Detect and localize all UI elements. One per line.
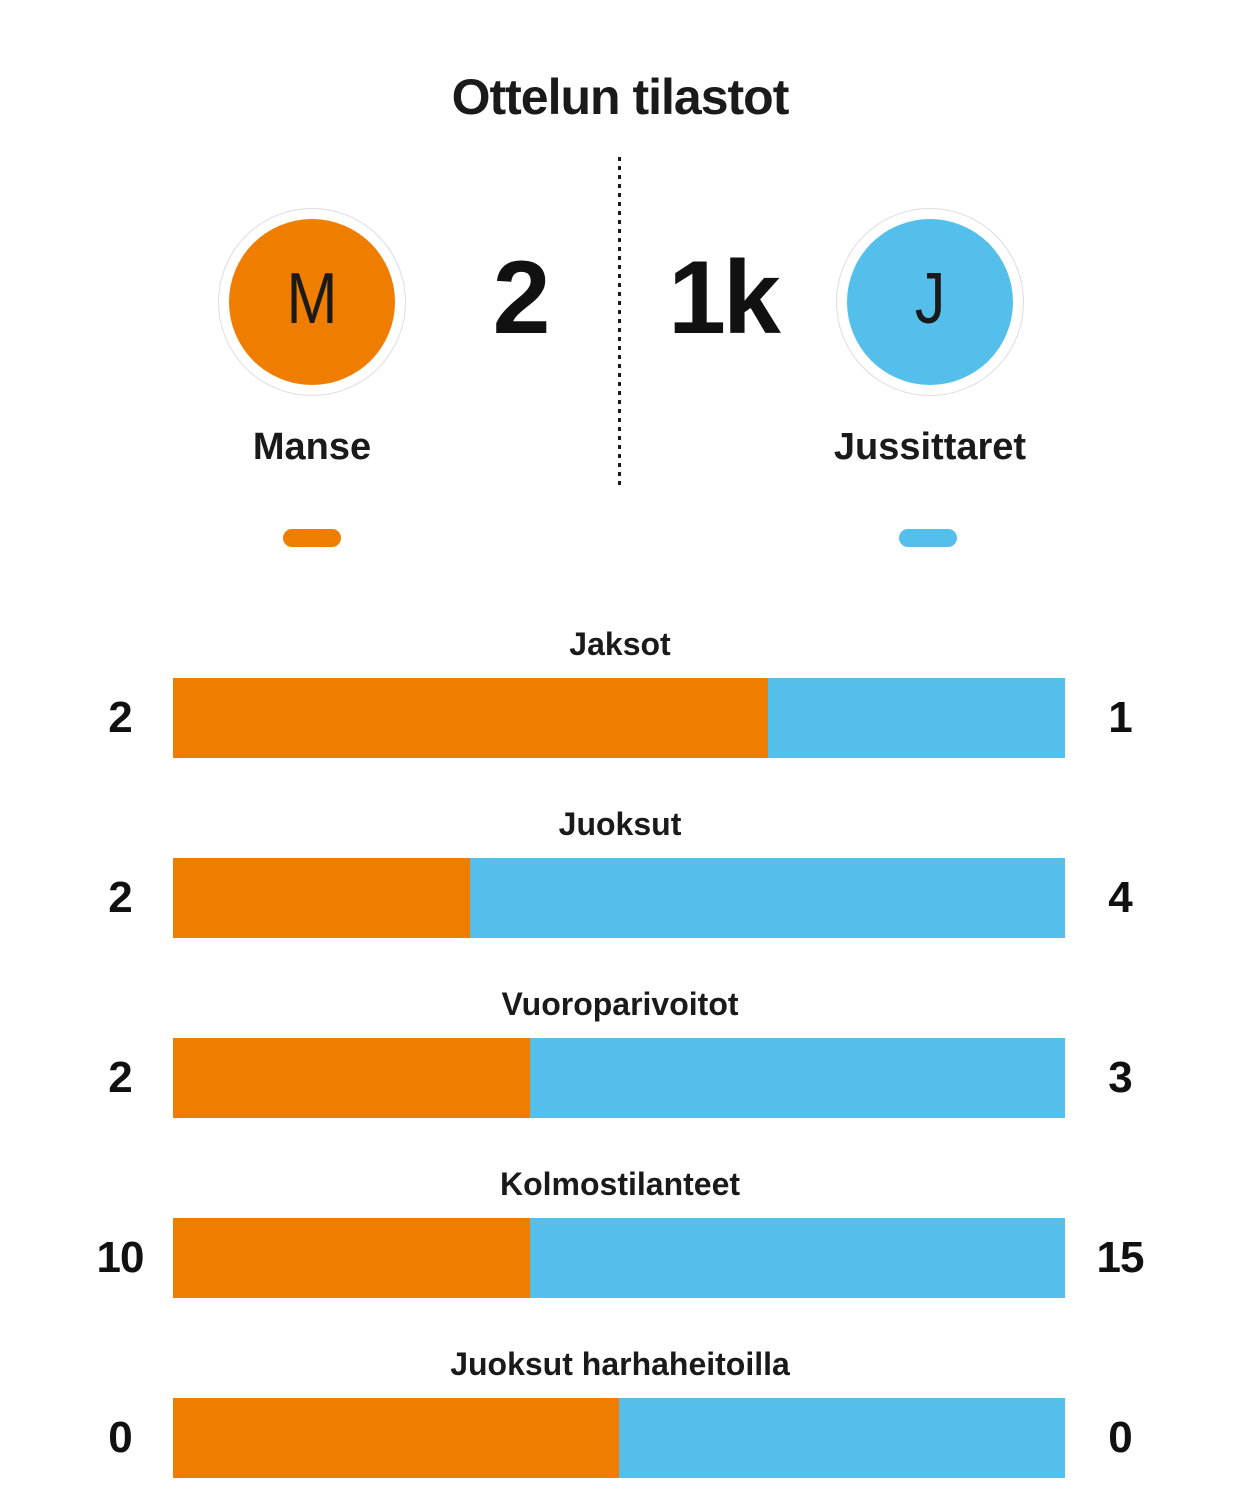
stat-bar-away-segment [619,1398,1065,1478]
home-team-avatar-circle: M [229,219,395,385]
home-team-name: Manse [252,426,372,468]
stat-value-away: 1 [1108,693,1132,742]
stat-label: Juoksut [558,806,682,842]
away-legend-pill [899,529,957,547]
stat-bar-home-segment [173,1398,619,1478]
dotted-separator-line [618,157,621,485]
stat-row: Vuoroparivoitot 2 3 [0,974,1240,1154]
stat-row: Kolmostilanteet 10 15 [0,1154,1240,1334]
stat-label: Kolmostilanteet [499,1166,741,1202]
home-team-initial: M [286,259,338,339]
stat-bar-home-segment [173,858,471,938]
stat-bar-home-segment [173,678,768,758]
stat-row: Juoksut 2 4 [0,794,1240,974]
stat-value-home: 2 [108,873,132,922]
away-team-initial: J [914,259,946,339]
stat-bar-away-segment [529,1038,1065,1118]
stat-value-away: 0 [1108,1413,1132,1462]
stat-bar [173,858,1065,938]
stat-label: Juoksut harhaheitoilla [450,1346,790,1382]
stat-bar [173,1398,1065,1478]
away-score: 1k [668,240,781,356]
stat-value-away: 3 [1108,1053,1132,1102]
stat-bar [173,678,1065,758]
stat-value-away: 15 [1096,1233,1145,1282]
stat-bar-home-segment [173,1218,530,1298]
stat-label: Vuoroparivoitot [501,986,739,1022]
stat-bar [173,1038,1065,1118]
home-score: 2 [492,240,551,356]
stat-row: Juoksut harhaheitoilla 0 0 [0,1334,1240,1500]
stat-value-home: 2 [108,1053,132,1102]
stat-bar-away-segment [529,1218,1065,1298]
stat-label: Jaksot [569,626,671,662]
stat-bar-away-segment [767,678,1065,758]
away-team-avatar-circle: J [847,219,1013,385]
stat-bar-away-segment [470,858,1065,938]
home-team-avatar: M [218,208,406,396]
stat-bar-home-segment [173,1038,530,1118]
stat-value-away: 4 [1108,873,1132,922]
stat-value-home: 2 [108,693,132,742]
stat-value-home: 0 [108,1413,132,1462]
stat-value-home: 10 [96,1233,145,1282]
away-team-avatar: J [836,208,1024,396]
stat-row: Jaksot 2 1 [0,614,1240,794]
stat-bar [173,1218,1065,1298]
home-legend-pill [283,529,341,547]
away-team-name: Jussittaret [833,426,1027,468]
page-title: Ottelun tilastot [451,69,790,125]
